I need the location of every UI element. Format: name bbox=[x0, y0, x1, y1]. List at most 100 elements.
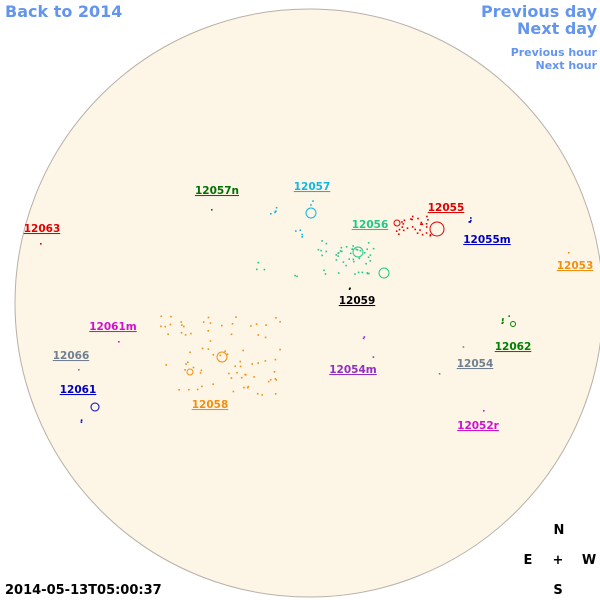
spot bbox=[335, 254, 338, 256]
region-label: 12054m bbox=[329, 364, 377, 376]
spot bbox=[234, 365, 236, 367]
spot bbox=[160, 325, 162, 328]
active-region: 12061m bbox=[89, 321, 137, 343]
region-label: 12066 bbox=[53, 350, 90, 362]
spot bbox=[269, 379, 272, 381]
active-region: 12063 bbox=[24, 223, 61, 245]
spot bbox=[369, 254, 372, 256]
spot bbox=[301, 236, 303, 238]
spot bbox=[239, 360, 241, 363]
previous-day-link[interactable]: Previous day bbox=[481, 2, 598, 21]
spot bbox=[337, 272, 340, 274]
spot bbox=[294, 274, 296, 277]
spot bbox=[256, 268, 258, 271]
spot bbox=[368, 272, 370, 275]
spot bbox=[323, 269, 325, 272]
spot bbox=[118, 341, 120, 343]
spot bbox=[310, 204, 312, 206]
spot bbox=[209, 340, 212, 342]
spot bbox=[362, 337, 365, 340]
spot bbox=[355, 248, 358, 251]
spot bbox=[335, 259, 338, 261]
spot bbox=[207, 316, 210, 319]
spot bbox=[342, 261, 345, 263]
spot bbox=[398, 228, 401, 231]
spot-contour bbox=[305, 207, 317, 219]
active-region: 12066 bbox=[53, 350, 90, 371]
spot bbox=[410, 218, 412, 220]
spot bbox=[231, 323, 234, 325]
back-link[interactable]: Back to 2014 bbox=[5, 2, 122, 21]
spot bbox=[325, 242, 328, 245]
spot bbox=[246, 386, 249, 389]
spot bbox=[353, 260, 355, 263]
active-region: 12052r bbox=[457, 410, 500, 432]
spot bbox=[427, 219, 429, 221]
spot bbox=[279, 321, 281, 323]
spot bbox=[274, 393, 277, 395]
spot bbox=[372, 247, 375, 250]
spot bbox=[345, 264, 347, 267]
spot bbox=[301, 233, 303, 236]
spot bbox=[275, 379, 278, 381]
spot bbox=[226, 353, 229, 356]
spot bbox=[207, 330, 209, 332]
spot bbox=[425, 223, 428, 225]
spot bbox=[367, 242, 370, 244]
spot bbox=[275, 317, 277, 319]
compass-north: N bbox=[554, 523, 565, 538]
region-label: 12054 bbox=[457, 358, 494, 370]
spot bbox=[224, 350, 226, 352]
spot bbox=[165, 364, 167, 366]
region-label: 12058 bbox=[192, 399, 229, 411]
spot bbox=[568, 252, 570, 254]
active-region: 12056 bbox=[256, 219, 390, 279]
spot bbox=[429, 234, 432, 237]
spot-contour bbox=[393, 219, 401, 227]
spot bbox=[274, 378, 277, 380]
active-region: 12054 bbox=[438, 346, 494, 375]
spot bbox=[273, 371, 276, 373]
next-hour-link[interactable]: Next hour bbox=[536, 59, 598, 72]
spot bbox=[264, 336, 267, 339]
spot bbox=[190, 332, 192, 335]
spot bbox=[169, 323, 172, 326]
spot bbox=[265, 324, 267, 326]
spot bbox=[235, 316, 237, 318]
next-day-link[interactable]: Next day bbox=[517, 19, 598, 38]
spot bbox=[501, 322, 503, 324]
spot bbox=[247, 385, 250, 388]
spot bbox=[267, 380, 270, 383]
spot bbox=[359, 249, 362, 252]
active-region: 12061 bbox=[60, 384, 100, 423]
spot bbox=[317, 248, 320, 251]
spot bbox=[356, 249, 359, 251]
spot bbox=[337, 252, 340, 254]
active-region: 12053 bbox=[557, 252, 594, 272]
region-label: 12052r bbox=[457, 420, 500, 432]
spot bbox=[339, 250, 342, 252]
spot-contour bbox=[216, 351, 228, 363]
spot bbox=[78, 369, 80, 371]
previous-hour-link[interactable]: Previous hour bbox=[511, 46, 598, 59]
spot bbox=[419, 229, 421, 231]
spot bbox=[312, 200, 314, 202]
spot bbox=[358, 257, 361, 260]
region-label: 12053 bbox=[557, 260, 594, 272]
spot bbox=[199, 372, 202, 374]
spot bbox=[230, 377, 233, 379]
spot bbox=[414, 228, 416, 231]
region-label: 12063 bbox=[24, 223, 61, 235]
spot bbox=[502, 318, 504, 320]
spot bbox=[270, 213, 272, 215]
compass-center: + bbox=[553, 553, 564, 568]
spot bbox=[348, 258, 350, 260]
spot bbox=[164, 325, 166, 328]
spot bbox=[275, 210, 277, 213]
spot bbox=[228, 372, 230, 375]
spot bbox=[183, 325, 185, 328]
spot bbox=[351, 248, 354, 250]
spot bbox=[256, 392, 259, 395]
spot bbox=[501, 319, 504, 322]
